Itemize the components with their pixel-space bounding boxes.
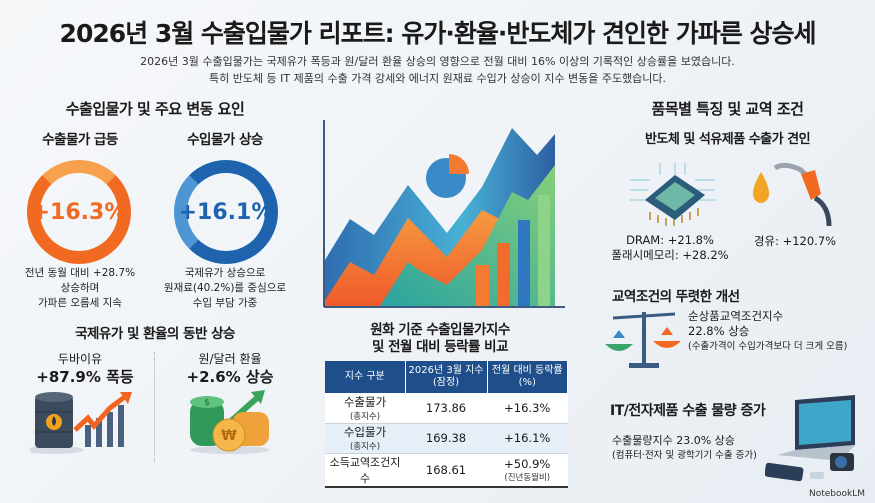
import-title: 수입물가 상승 xyxy=(187,132,263,148)
table-row: 수출물가 (총지수) 173.86 +16.3% xyxy=(325,393,568,424)
export-caption: 전년 동월 대비 +28.7% 상승하며 가파른 오름세 지속 xyxy=(5,266,155,311)
balance-scale-icon xyxy=(605,312,680,368)
bar xyxy=(497,243,510,306)
table-title-line: 원화 기준 수출입물가지수 xyxy=(370,322,510,338)
bar xyxy=(518,220,530,306)
right-heading: 품목별 특징 및 교역 조건 xyxy=(651,100,804,118)
rising-chart-illustration xyxy=(323,120,565,308)
page-title: 2026년 3월 수출입물가 리포트: 유가·환율·반도체가 견인한 가파른 상… xyxy=(59,19,817,48)
tot-line: 순상품교역조건지수 xyxy=(688,309,784,323)
caption-line: 전년 동월 대비 +28.7% xyxy=(24,267,136,279)
header-cell: 지수 구분 xyxy=(325,361,406,393)
terms-of-trade-title: 교역조건의 뚜렷한 개선 xyxy=(612,289,740,305)
row-change: +16.3% xyxy=(487,393,568,424)
it-export-text: 수출물량지수 23.0% 상승 (컴퓨터·전자 및 광학기기 수출 증가) xyxy=(612,433,757,463)
currency-coins-icon: $ ₩ xyxy=(190,390,270,454)
caption-line: 국제유가 상승으로 xyxy=(184,267,266,279)
chip-stats: DRAM: +21.8% 폴래시메모리: +28.2% xyxy=(600,233,740,263)
import-value: +16.1% xyxy=(178,199,274,225)
oil-label: 두바이유 xyxy=(57,352,103,366)
svg-text:₩: ₩ xyxy=(221,428,237,444)
green-area xyxy=(380,165,555,306)
caption-line: 원재료(40.2%)를 중심으로 xyxy=(163,282,287,294)
subtitle-line-2: 특히 반도체 등 IT 제품의 수출 가격 강세와 에너지 원재료 수입가 상승… xyxy=(208,72,667,85)
export-ring: +16.3% xyxy=(27,160,131,264)
bar xyxy=(476,265,489,306)
caption-line: 상승하며 xyxy=(60,282,100,294)
divider xyxy=(154,352,155,462)
it-line: (컴퓨터·전자 및 광학기기 수출 증가) xyxy=(612,450,757,461)
table-row: 수입물가 (총지수) 169.38 +16.1% xyxy=(325,423,568,454)
svg-text:$: $ xyxy=(204,398,210,408)
import-ring: +16.1% xyxy=(174,160,278,264)
caption-line: 수입 부담 가중 xyxy=(192,297,258,309)
row-name: 수출물가 (총지수) xyxy=(325,393,405,424)
flash-stat: 폴래시메모리: +28.2% xyxy=(611,248,729,262)
subtitle-line-1: 2026년 3월 수출입물가는 국제유가 폭등과 원/달러 환율 상승의 영향으… xyxy=(140,55,735,68)
terms-of-trade-text: 순상품교역조건지수 22.8% 상승 (수출가격이 수입가격보다 더 크게 오름… xyxy=(688,309,847,354)
left-heading: 수출입물가 및 주요 변동 요인 xyxy=(65,100,245,118)
row-change: +50.9% (진년동월비) xyxy=(487,453,568,487)
notebooklm-watermark: NotebookLM xyxy=(808,489,865,499)
fx-value: +2.6% 상승 xyxy=(186,368,274,386)
right-subheading: 반도체 및 석유제품 수출가 견인 xyxy=(644,132,811,147)
tot-line: 22.8% 상승 xyxy=(688,324,750,338)
left-heading-2: 국제유가 및 환율의 동반 상승 xyxy=(75,326,235,342)
row-change: +16.1% xyxy=(487,423,568,454)
semiconductor-chip-icon xyxy=(630,163,715,226)
fx-label: 원/달러 환율 xyxy=(198,352,262,366)
diesel-stat: 경유: +120.7% xyxy=(753,234,837,248)
row-index: 173.86 xyxy=(405,393,487,424)
row-index: 168.61 xyxy=(405,453,487,487)
row-index: 169.38 xyxy=(405,423,487,454)
oil-value: +87.9% 폭등 xyxy=(36,368,134,386)
dram-stat: DRAM: +21.8% xyxy=(626,233,714,247)
import-caption: 국제유가 상승으로 원재료(40.2%)를 중심으로 수입 부담 가중 xyxy=(150,266,300,311)
header-cell: 2026년 3월 지수 (잠정) xyxy=(405,361,488,393)
laptop-devices-icon xyxy=(765,395,855,482)
caption-line: 가파른 오름세 지속 xyxy=(38,297,122,309)
header-cell: 전월 대비 등락률 (%) xyxy=(487,361,568,393)
it-export-title: IT/전자제품 수출 물량 증가 xyxy=(610,403,766,419)
export-value: +16.3% xyxy=(31,199,127,225)
table-header: 지수 구분 2026년 3월 지수 (잠정) 전월 대비 등락률 (%) xyxy=(325,361,568,393)
table-row: 소득교역조건지수 168.61 +50.9% (진년동월비) xyxy=(325,453,568,487)
row-name: 소득교역조건지수 xyxy=(325,453,405,487)
export-title: 수출물가 급등 xyxy=(42,132,118,148)
fuel-pump-icon xyxy=(753,162,832,227)
tot-line: (수출가격이 수입가격보다 더 크게 오름) xyxy=(688,341,848,352)
table-title: 원화 기준 수출입물가지수 및 전월 대비 등락률 비교 xyxy=(310,322,570,356)
row-name: 수입물가 (총지수) xyxy=(325,423,405,454)
it-line: 수출물량지수 23.0% 상승 xyxy=(612,434,735,447)
price-index-table: 지수 구분 2026년 3월 지수 (잠정) 전월 대비 등락률 (%) 수출물… xyxy=(325,361,568,488)
oil-barrel-icon xyxy=(30,392,132,454)
bar xyxy=(538,195,550,306)
table-title-line: 및 전월 대비 등락률 비교 xyxy=(372,339,509,355)
